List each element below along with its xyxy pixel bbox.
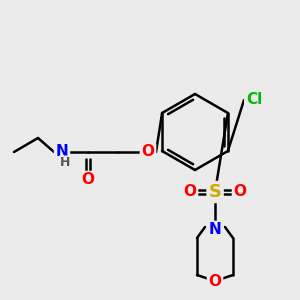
Text: Cl: Cl — [246, 92, 262, 107]
Text: O: O — [82, 172, 94, 188]
Text: O: O — [142, 145, 154, 160]
Text: N: N — [56, 145, 68, 160]
Text: O: O — [233, 184, 247, 200]
Text: O: O — [208, 274, 221, 290]
Text: H: H — [60, 157, 70, 169]
Text: S: S — [208, 183, 221, 201]
Text: O: O — [184, 184, 196, 200]
Text: N: N — [208, 223, 221, 238]
